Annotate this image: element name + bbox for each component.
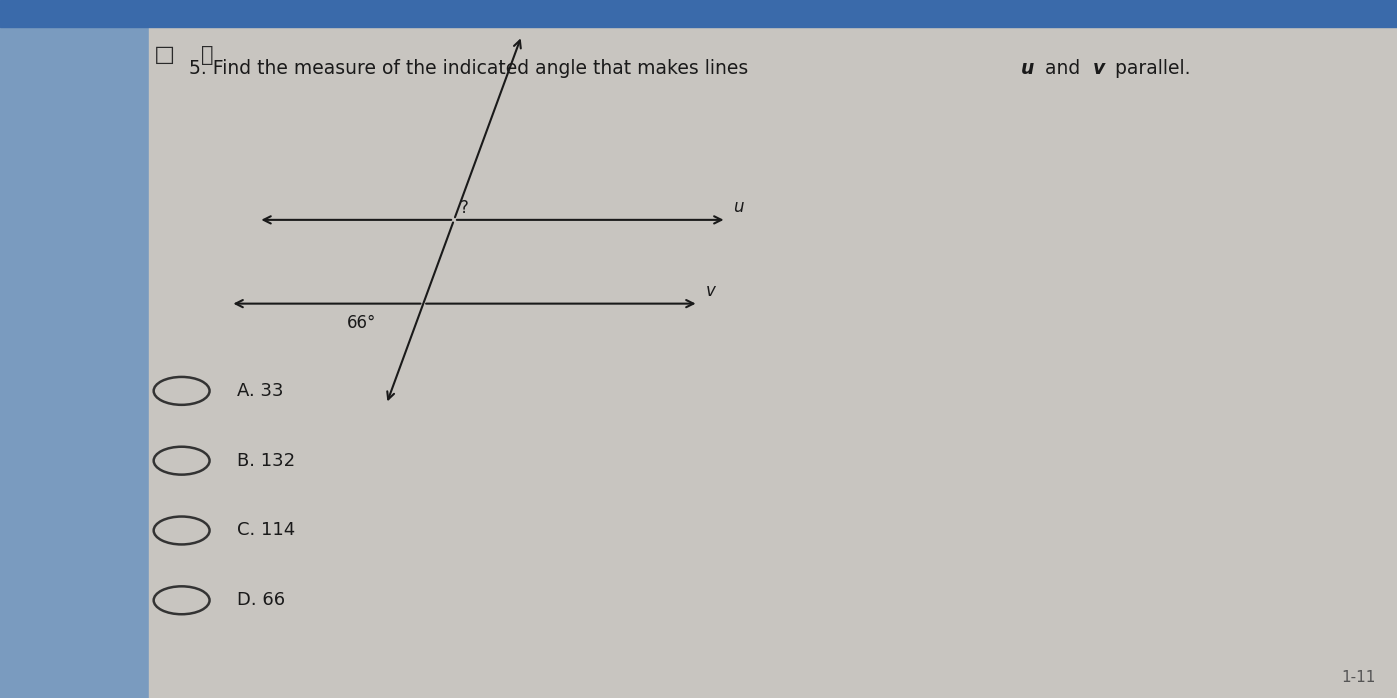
Text: B. 132: B. 132 bbox=[237, 452, 296, 470]
Text: l: l bbox=[506, 14, 510, 29]
Text: ⎓: ⎓ bbox=[201, 45, 212, 66]
Text: u: u bbox=[733, 198, 745, 216]
Text: and: and bbox=[1039, 59, 1087, 78]
Text: v: v bbox=[705, 282, 715, 300]
Text: A. 33: A. 33 bbox=[237, 382, 284, 400]
Text: C. 114: C. 114 bbox=[237, 521, 296, 540]
Text: 1-11: 1-11 bbox=[1341, 671, 1376, 685]
Text: 66°: 66° bbox=[346, 314, 376, 332]
Text: u: u bbox=[1021, 59, 1035, 78]
Text: ?: ? bbox=[460, 199, 468, 217]
Text: D. 66: D. 66 bbox=[237, 591, 285, 609]
Text: 5. Find the measure of the indicated angle that makes lines: 5. Find the measure of the indicated ang… bbox=[189, 59, 754, 78]
Text: v: v bbox=[1092, 59, 1105, 78]
Text: ☐: ☐ bbox=[154, 45, 176, 69]
Text: parallel.: parallel. bbox=[1109, 59, 1190, 78]
